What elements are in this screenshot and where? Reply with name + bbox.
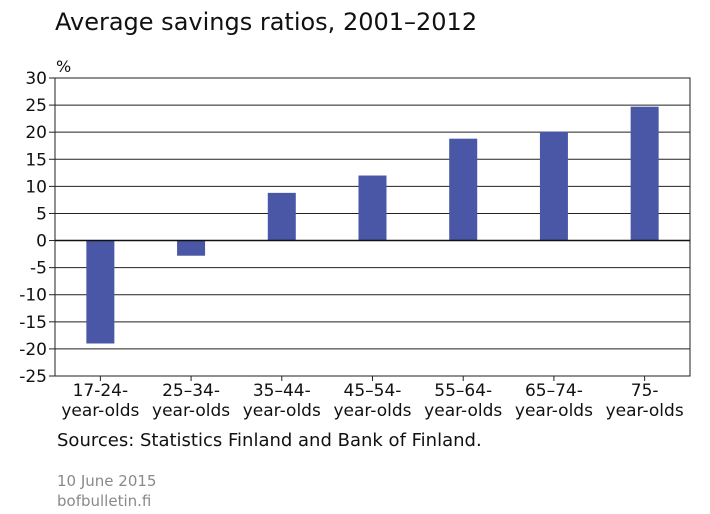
bar [449,138,478,241]
publication-date: 10 June 2015 [57,472,157,490]
y-tick-label: 5 [36,204,47,224]
y-tick-label: -25 [19,367,47,387]
bar [630,106,659,241]
site-name: bofbulletin.fi [57,492,152,510]
x-tick-label: 75-year-olds [606,381,684,421]
y-tick-label: -5 [30,259,47,279]
x-tick-label: 45–54-year-olds [333,381,411,421]
sources-note: Sources: Statistics Finland and Bank of … [57,430,482,451]
y-tick-label: 25 [25,96,47,116]
y-tick-label: 0 [36,232,47,252]
y-axis-unit-label: % [56,57,71,76]
bar [177,240,206,256]
bar [86,240,115,344]
y-tick-label: 15 [25,150,47,170]
y-tick-label: 30 [25,69,47,89]
y-tick-label: 20 [25,123,47,143]
bar [267,192,296,241]
x-tick-label: 17-24-year-olds [61,381,139,421]
x-tick-label: 55–64-year-olds [424,381,502,421]
bar [539,131,568,241]
y-tick-label: -20 [19,340,47,360]
y-tick-label: -10 [19,286,47,306]
savings-ratio-bar-chart: % 30 25 20 15 10 5 0 -5 -10 -15 -20 -25 17-24-year-ol… [19,57,691,421]
y-tick-label: 10 [25,177,47,197]
bar [358,175,387,241]
y-tick-label: -15 [19,313,47,333]
x-tick-label: 65–74-year-olds [515,381,593,421]
chart-title: Average savings ratios, 2001–2012 [55,8,478,36]
x-tick-label: 25–34-year-olds [152,381,230,421]
x-tick-label: 35–44-year-olds [243,381,321,421]
